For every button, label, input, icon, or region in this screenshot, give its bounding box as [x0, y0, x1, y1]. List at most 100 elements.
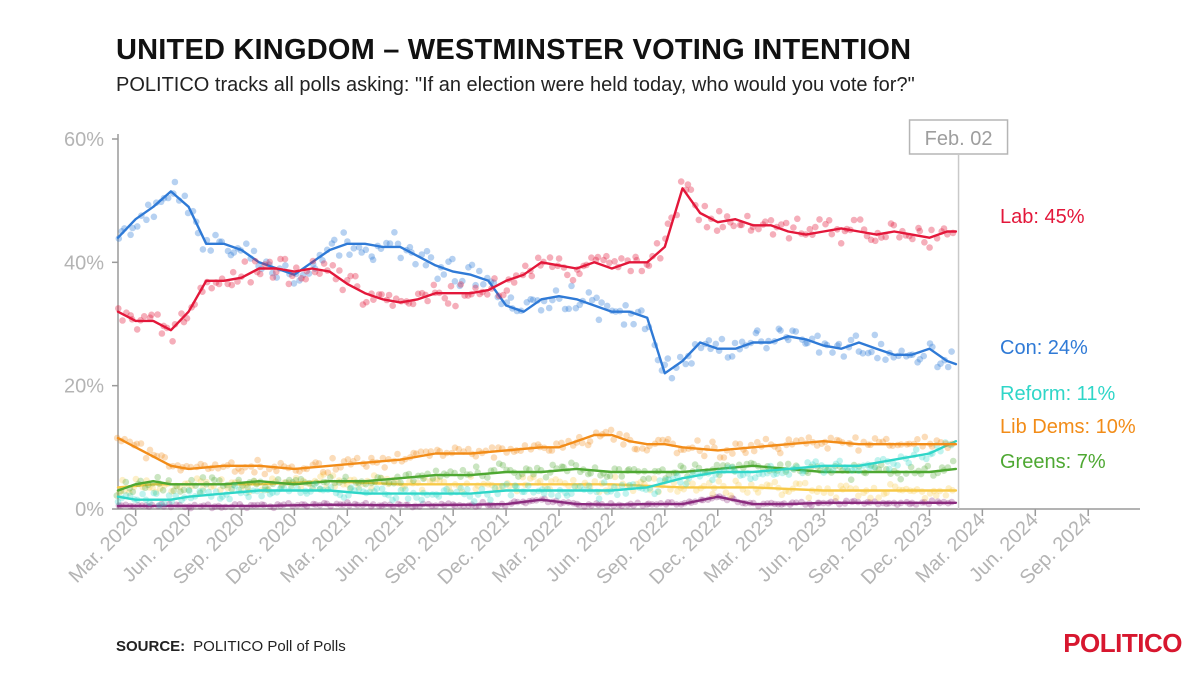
poll-dot [156, 501, 163, 509]
poll-dot [250, 247, 258, 255]
poll-dot [290, 280, 298, 287]
poll-dot [794, 215, 801, 223]
poll-dot [712, 340, 720, 348]
poll-dot [523, 299, 531, 306]
poll-dot [890, 460, 897, 468]
y-tick-label: 20% [64, 376, 104, 398]
poll-dot [339, 286, 347, 294]
poll-dot [193, 475, 201, 482]
poll-dot [828, 230, 836, 238]
poll-dot [435, 493, 443, 500]
poll-dot [855, 348, 863, 355]
poll-dot [673, 449, 681, 457]
poll-dot [835, 340, 843, 348]
poll-dot [127, 231, 134, 239]
poll-dot [224, 247, 232, 255]
poll-dot [732, 477, 739, 485]
poll-dot [296, 277, 303, 284]
poll-dot [399, 485, 406, 492]
poll-dot [243, 240, 250, 247]
trend-line-lib-dems [116, 433, 958, 471]
poll-dot [736, 440, 744, 448]
poll-dot [611, 483, 618, 491]
poll-dot [452, 302, 459, 310]
poll-dot [238, 468, 245, 475]
poll-dot [603, 473, 611, 481]
poll-dot [165, 477, 173, 484]
poll-dot [674, 488, 681, 495]
poll-dot [385, 479, 393, 487]
poll-dot [146, 499, 153, 507]
poll-dot [867, 236, 875, 244]
poll-dot [149, 484, 156, 492]
poll-dot [500, 291, 507, 299]
poll-dot [224, 280, 231, 288]
poll-dot [422, 261, 430, 269]
poll-dot [867, 494, 874, 502]
poll-dot [129, 488, 137, 496]
poll-dot [792, 480, 800, 487]
poll-dot [432, 467, 440, 475]
poll-dot [618, 473, 626, 480]
poll-dot [874, 354, 881, 362]
y-tick-label: 60% [64, 129, 104, 151]
poll-dot [256, 270, 264, 278]
poll-dot [630, 320, 637, 328]
poll-dot [653, 240, 661, 247]
poll-dot [443, 485, 450, 493]
poll-dot [208, 284, 215, 292]
poll-dot [331, 483, 339, 490]
poll-dot [576, 483, 584, 490]
poll-dot [344, 456, 352, 463]
poll-dot [750, 447, 758, 455]
poll-dot [600, 256, 607, 264]
poll-dot [813, 442, 821, 449]
poll-dot [820, 469, 828, 476]
poll-dot [122, 478, 130, 486]
poll-dot [855, 492, 862, 500]
poll-dot [340, 229, 348, 236]
poll-dot [759, 470, 767, 478]
poll-dot [713, 461, 721, 469]
poll-dot [311, 481, 318, 488]
poll-dot [389, 302, 397, 310]
poll-dot [389, 496, 396, 504]
poll-dot [650, 475, 658, 482]
poll-dot [785, 336, 792, 344]
poll-dot [626, 481, 633, 489]
poll-dot [499, 461, 507, 469]
poll-dot [527, 475, 534, 482]
poll-dot [897, 475, 904, 483]
poll-dot [778, 491, 786, 499]
poll-dot [449, 255, 456, 263]
series-label-lib-dems: Lib Dems: 10% [1000, 416, 1136, 438]
poll-dot [456, 282, 464, 290]
poll-dot [241, 258, 249, 265]
poll-dot [948, 348, 955, 355]
poll-dot [537, 307, 545, 314]
poll-dot [683, 479, 691, 487]
poll-dot [859, 350, 867, 357]
poll-dot [796, 480, 803, 488]
poll-dot [429, 477, 437, 485]
poll-dot [327, 474, 334, 481]
poll-dot [832, 494, 840, 502]
poll-dot [882, 233, 889, 241]
poll-dot [392, 494, 400, 502]
poll-dot [728, 353, 736, 360]
poll-dot [154, 311, 161, 318]
poll-dot [912, 446, 920, 453]
poll-dot [799, 469, 806, 477]
poll-dot [618, 482, 626, 489]
poll-dot [875, 494, 882, 502]
poll-dot [199, 474, 207, 481]
poll-dot [622, 490, 630, 497]
poll-dot [933, 437, 941, 444]
poll-dot [921, 433, 929, 441]
poll-dot [586, 438, 594, 445]
poll-dot [773, 470, 780, 478]
poll-dot [278, 483, 285, 491]
poll-dot [552, 476, 559, 483]
poll-dot [254, 456, 261, 464]
poll-dot [840, 353, 848, 360]
